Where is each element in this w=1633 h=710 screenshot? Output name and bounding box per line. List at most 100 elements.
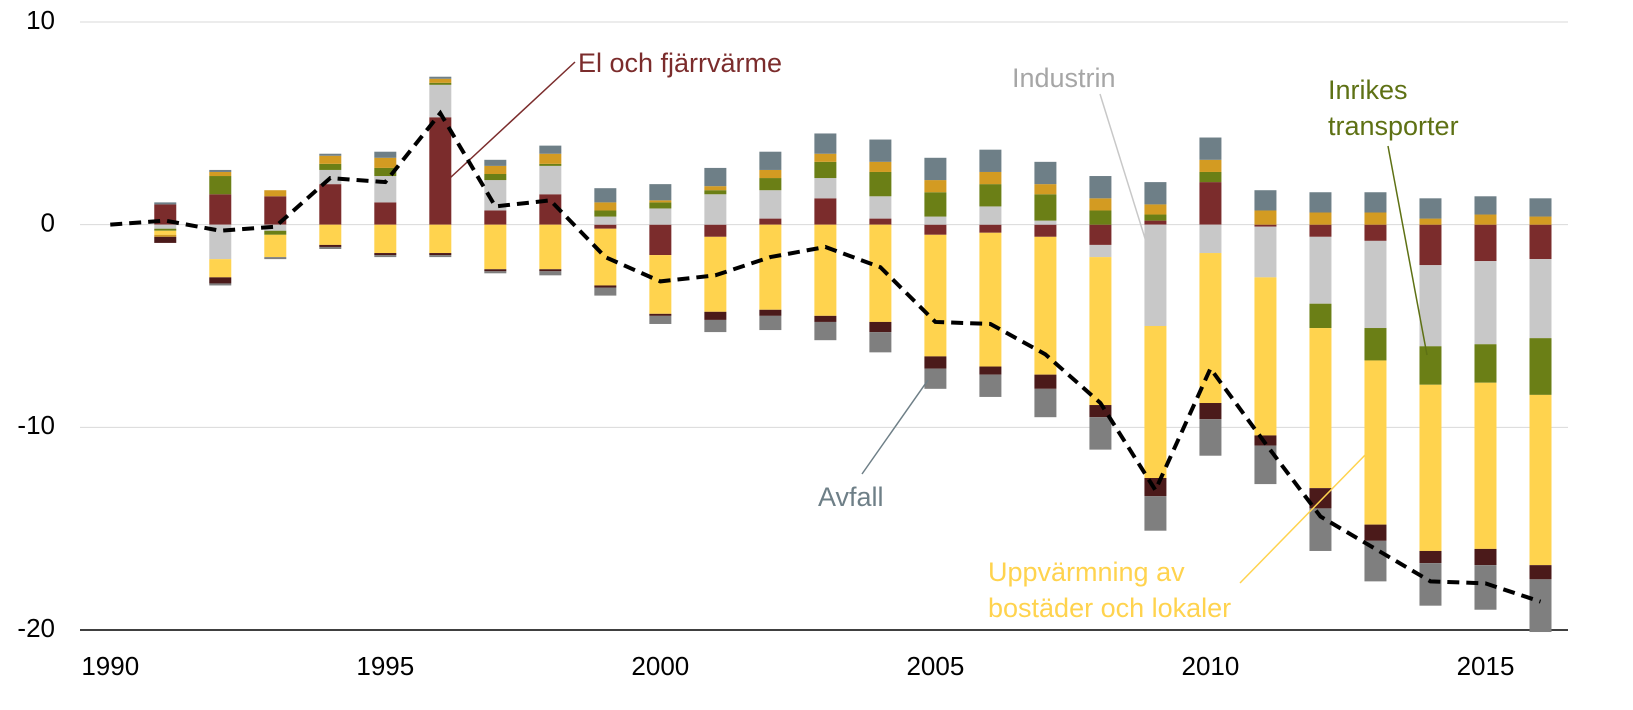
bar-segment: [1034, 236, 1057, 375]
bar-segment: [924, 356, 947, 369]
bar-segment: [594, 287, 617, 296]
bar-segment: [1199, 419, 1222, 456]
bar-segment: [319, 155, 342, 164]
bar-segment: [1529, 216, 1552, 225]
leader-line: [449, 61, 576, 179]
leader-line: [861, 379, 929, 475]
bar-segment: [869, 139, 892, 162]
y-tick-label: -10: [17, 410, 55, 440]
bar-segment: [814, 133, 837, 154]
bar-segment: [1254, 445, 1277, 485]
bar-segment: [594, 216, 617, 225]
bar-segment: [209, 259, 232, 278]
x-tick-label: 2005: [906, 651, 964, 681]
bar-segment: [374, 151, 397, 158]
bar-segment: [1419, 346, 1442, 385]
bar-segment: [869, 224, 892, 322]
bar-segment: [1474, 224, 1497, 262]
bar-segment: [1199, 224, 1222, 254]
bar-segment: [1254, 190, 1277, 211]
bar-segment: [374, 157, 397, 168]
bar-segment: [1474, 344, 1497, 383]
bar-segment: [649, 184, 672, 201]
bar-segment: [924, 234, 947, 357]
bar-segment: [264, 234, 287, 258]
bar-segment: [1309, 303, 1332, 329]
bar-segment: [814, 224, 837, 316]
bar-segment: [319, 246, 342, 249]
x-tick-label: 1995: [356, 651, 414, 681]
bar-segment: [374, 202, 397, 225]
bar-segment: [924, 157, 947, 181]
bar-segment: [319, 153, 342, 156]
bar-segment: [1144, 496, 1167, 531]
bar-segment: [1089, 224, 1112, 245]
bar-segment: [759, 190, 782, 219]
bar-segment: [869, 321, 892, 333]
bar-segment: [1034, 388, 1057, 418]
bar-segment: [209, 283, 232, 286]
x-tick-label: 2010: [1182, 651, 1240, 681]
bar-segment: [704, 311, 727, 320]
bar-segment: [1529, 565, 1552, 580]
bar-segment: [649, 224, 672, 256]
bar-segment: [539, 145, 562, 154]
total-line: [110, 109, 1542, 604]
bar-segment: [1529, 394, 1552, 566]
bar-segment: [264, 224, 287, 231]
bar-segment: [1529, 198, 1552, 217]
bar-segment: [1199, 137, 1222, 160]
bar-segment: [319, 163, 342, 170]
bar-segment: [1199, 159, 1222, 172]
bar-segment: [539, 163, 562, 166]
bar-segment: [594, 202, 617, 211]
bar-segment: [319, 184, 342, 225]
bar-segment: [1254, 277, 1277, 436]
bar-segment: [1474, 214, 1497, 225]
series-label: Uppvärmning av bostäder och lokaler: [988, 557, 1232, 623]
bar-segment: [374, 167, 397, 177]
bar-segment: [1364, 240, 1387, 329]
bar-segment: [539, 269, 562, 272]
bar-segment: [1419, 224, 1442, 266]
bar-segment: [209, 169, 232, 172]
bar-segment: [759, 309, 782, 316]
leader-line: [1387, 145, 1428, 356]
bar-segment: [1419, 265, 1442, 347]
bar-segment: [649, 315, 672, 324]
bar-segment: [704, 194, 727, 225]
bar-segment: [979, 366, 1002, 375]
bar-segment: [649, 208, 672, 225]
foreground: -20 -10 0 10 1990 1995 2000 2005 2010 2015: [17, 5, 1542, 681]
series-label: Avfall: [818, 482, 884, 512]
bar-segment: [814, 198, 837, 225]
bar-segment: [1309, 224, 1332, 237]
series-label: El och fjärrvärme: [578, 48, 783, 78]
bar-segment: [1034, 224, 1057, 237]
bar-segment: [869, 332, 892, 353]
bar-segment: [539, 165, 562, 195]
bar-segment: [594, 285, 617, 288]
bar-segment: [1364, 212, 1387, 225]
bar-segment: [209, 194, 232, 225]
leader-line: [1239, 449, 1371, 584]
bar-segment: [1419, 218, 1442, 225]
leaders: [449, 61, 1428, 584]
bar-segment: [814, 178, 837, 199]
bar-segment: [1474, 565, 1497, 610]
bar-segment: [649, 202, 672, 209]
bar-segment: [1254, 224, 1277, 227]
bar-segment: [1364, 540, 1387, 582]
bar-segment: [1474, 261, 1497, 345]
bar-segment: [1419, 384, 1442, 551]
bar-segment: [374, 253, 397, 256]
bar-segment: [429, 84, 452, 118]
bar-segment: [319, 244, 342, 247]
bar-segment: [1529, 259, 1552, 339]
bar-segment: [814, 321, 837, 341]
bar-segment: [1474, 548, 1497, 566]
bar-segment: [1309, 192, 1332, 213]
bar-segment: [979, 374, 1002, 397]
bar-segment: [539, 224, 562, 270]
bar-segment: [1144, 182, 1167, 205]
